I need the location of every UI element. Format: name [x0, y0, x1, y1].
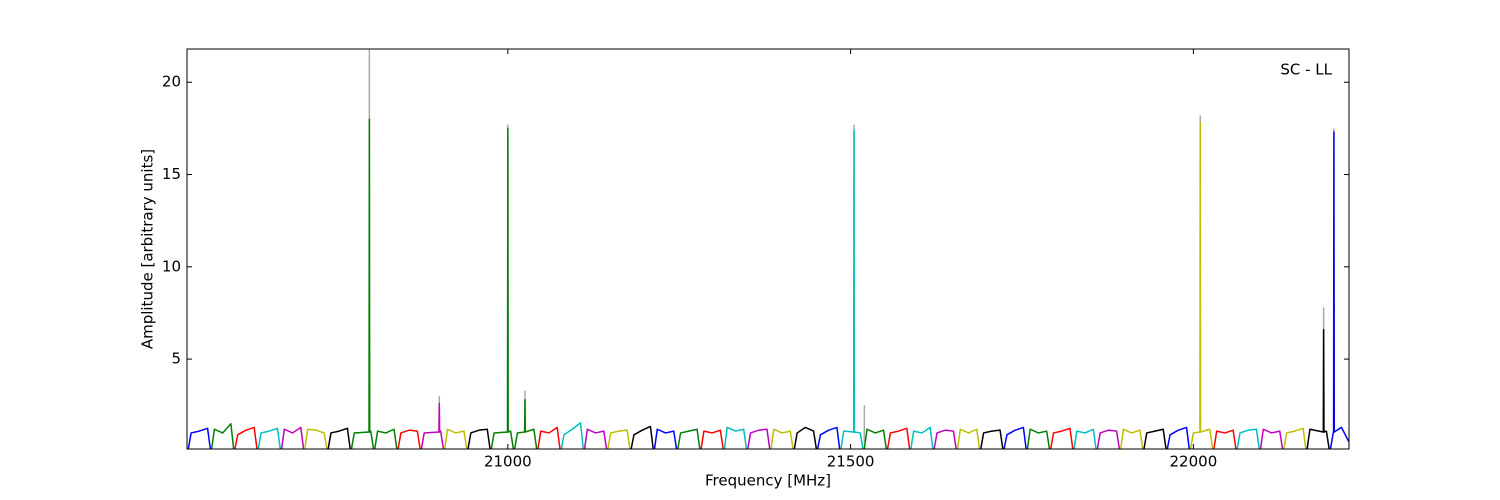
- series-line: [747, 428, 771, 449]
- series-line: [537, 426, 561, 449]
- x-tick-label: 21500: [827, 453, 875, 471]
- y-axis-label: Amplitude [arbitrary units]: [139, 149, 157, 349]
- series-line: [234, 426, 258, 449]
- series-line: [1096, 429, 1121, 449]
- series-line: [677, 428, 701, 449]
- series-line: [1306, 328, 1330, 449]
- series-line: [187, 427, 212, 449]
- series-line: [1283, 427, 1307, 449]
- series-line: [490, 127, 515, 449]
- series-line: [1119, 428, 1144, 449]
- series-line: [933, 429, 957, 449]
- series-line: [210, 422, 235, 449]
- series-line: [910, 426, 934, 449]
- series-line: [653, 428, 678, 449]
- series-line: [304, 428, 328, 449]
- series-line: [1166, 426, 1191, 449]
- series-line: [1329, 131, 1349, 449]
- series-line: [723, 426, 748, 449]
- series-line: [840, 129, 864, 449]
- series-line: [350, 118, 375, 449]
- series-line: [280, 426, 305, 449]
- series-line: [1189, 122, 1214, 449]
- x-axis-label: Frequency [MHz]: [705, 472, 831, 490]
- series-line: [583, 428, 608, 449]
- series-line: [816, 426, 841, 449]
- series-line: [327, 427, 351, 449]
- series-line: [444, 428, 468, 449]
- series-line: [607, 429, 631, 449]
- series-line: [630, 425, 654, 449]
- series-line: [863, 428, 888, 449]
- x-tick-label: 22000: [1170, 453, 1218, 471]
- series-line: [886, 427, 911, 449]
- series-line: [1259, 428, 1284, 449]
- y-tick-label: 5: [171, 350, 181, 368]
- annotation: SC - LL: [1280, 61, 1332, 79]
- series-line: [1213, 429, 1237, 449]
- series-line: [397, 429, 421, 449]
- y-tick-label: 15: [162, 165, 181, 183]
- series-line: [1026, 428, 1051, 449]
- series-line: [467, 428, 491, 449]
- y-tick-label: 10: [162, 257, 181, 275]
- series-line: [1073, 428, 1097, 449]
- plot-lines: [187, 49, 1349, 449]
- y-tick-label: 20: [162, 73, 181, 91]
- series-line: [700, 429, 724, 449]
- series-line: [956, 428, 981, 449]
- series-line: [420, 402, 445, 449]
- series-line: [513, 398, 538, 449]
- plot-frame: [186, 48, 1350, 450]
- series-line: [257, 427, 281, 449]
- x-tick-label: 21000: [484, 453, 532, 471]
- series-line: [770, 428, 794, 449]
- series-line: [1003, 426, 1027, 449]
- series-line: [793, 426, 818, 449]
- series-line: [1050, 427, 1074, 449]
- series-line: [374, 428, 398, 449]
- series-line: [1143, 428, 1167, 449]
- series-line: [1236, 428, 1260, 449]
- series-line: [560, 422, 584, 449]
- series-line: [980, 429, 1004, 449]
